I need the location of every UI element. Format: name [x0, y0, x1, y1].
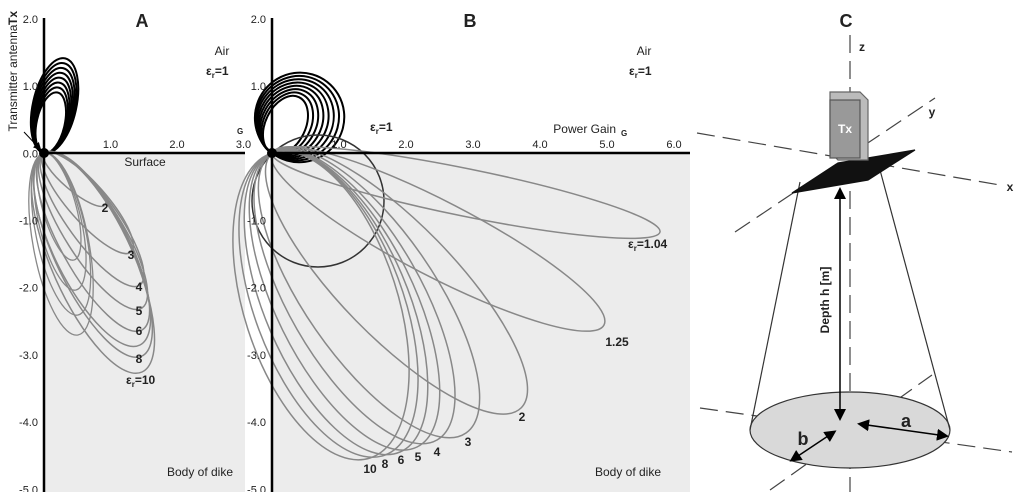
x-axis-title: Power Gain [553, 122, 616, 136]
curve-label: 3 [128, 248, 135, 262]
panel-c-diagram [697, 35, 1012, 492]
origin-b [267, 148, 277, 158]
y-tick-label: -2.0 [247, 283, 266, 295]
curve-label: 2 [519, 410, 526, 424]
x-tick-label: 1.0 [331, 139, 346, 151]
x-tick-label: 6.0 [666, 139, 681, 151]
medium-label: Air [215, 44, 230, 58]
y-tick-label: 0.0 [23, 148, 38, 160]
value: =1 [379, 120, 393, 134]
x-tick-label: 2.0 [398, 139, 413, 151]
curve-label: εr=10 [126, 373, 156, 389]
y-tick-label: 2.0 [23, 14, 38, 26]
curve-label: 8 [136, 352, 143, 366]
value: =1 [638, 64, 652, 78]
y-tick-label: -5.0 [19, 484, 38, 492]
value: =10 [135, 373, 156, 387]
curve-label: 3 [465, 435, 472, 449]
x-tick-label: 5.0 [599, 139, 614, 151]
y-tick-label: -3.0 [247, 350, 266, 362]
permittivity-label: εr=1 [629, 64, 652, 80]
x-tick-label: 2.0 [169, 139, 184, 151]
depth-label: Depth h [m] [818, 267, 832, 334]
curve-label: 10 [363, 462, 377, 476]
y-tick-label: -4.0 [19, 417, 38, 429]
value: =1 [215, 64, 229, 78]
axis-label: x [1007, 180, 1014, 194]
surface-label: Surface [124, 155, 166, 169]
y-tick-label: 2.0 [251, 14, 266, 26]
axis-label: y [929, 105, 936, 119]
curve-label: 5 [415, 450, 422, 464]
semi-axis-label: b [798, 429, 809, 449]
medium-label: Air [637, 44, 652, 58]
curve-label: εr=1 [370, 120, 393, 136]
x-tick-label: 4.0 [532, 139, 547, 151]
y-tick-label: -5.0 [247, 484, 266, 492]
lower-medium-b [272, 153, 690, 492]
medium-label: Body of dike [595, 465, 661, 479]
x-tick-label: 1.0 [103, 139, 118, 151]
medium-label: Body of dike [167, 465, 233, 479]
panel-label: A [136, 11, 149, 31]
y-tick-label: 1.0 [23, 81, 38, 93]
axis-label: z [859, 40, 865, 54]
lower-medium-a [44, 153, 245, 492]
y-tick-label: -1.0 [19, 216, 38, 228]
y-axis-symbol: Tx [6, 11, 20, 25]
panel-label: B [464, 11, 477, 31]
antenna-label: Tx [838, 122, 852, 136]
x-axis-symbol: G [237, 127, 243, 136]
curve-label: 5 [136, 304, 143, 318]
x-axis-symbol: G [621, 129, 627, 138]
curve-label: 4 [136, 280, 143, 294]
curve-label: 6 [136, 324, 143, 338]
figure: ATransmitter antennaTxG1.02.03.02.01.00.… [0, 0, 1019, 492]
y-tick-label: -3.0 [19, 350, 38, 362]
semi-axis-label: a [901, 411, 912, 431]
y-axis-title: Transmitter antenna [6, 24, 20, 131]
curve-label: 4 [434, 445, 441, 459]
subscript: G [237, 127, 243, 136]
y-tick-label: -2.0 [19, 283, 38, 295]
y-tick-label: 1.0 [251, 81, 266, 93]
x-tick-label: 3.0 [236, 139, 251, 151]
curve-label: 2 [102, 201, 109, 215]
y-tick-label: -1.0 [247, 216, 266, 228]
value: =1.04 [637, 237, 668, 251]
curve-label: 1.25 [605, 335, 629, 349]
curve-label: 6 [398, 453, 405, 467]
curve-label: 8 [382, 457, 389, 471]
y-tick-label: -4.0 [247, 417, 266, 429]
x-tick-label: 3.0 [465, 139, 480, 151]
panel-label: C [840, 11, 853, 31]
permittivity-label: εr=1 [206, 64, 229, 80]
origin-a [39, 148, 49, 158]
subscript: G [621, 129, 627, 138]
